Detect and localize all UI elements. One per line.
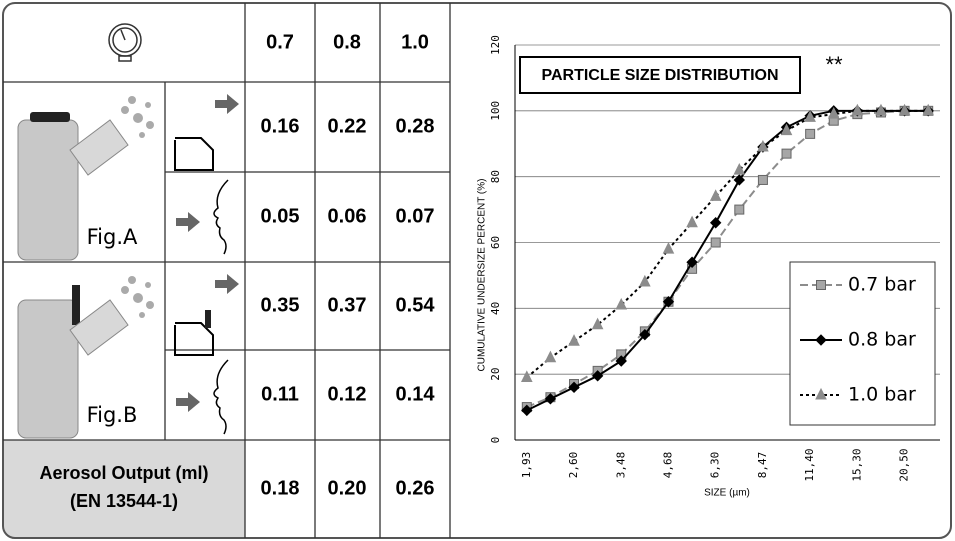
marker [851, 103, 864, 116]
marker [521, 404, 533, 417]
legend-box [789, 261, 936, 426]
x-tick-label: 2,60 [567, 452, 580, 479]
marker [639, 328, 651, 341]
marker [568, 334, 580, 346]
cell-value: 0.35 [261, 294, 300, 316]
marker [709, 217, 722, 229]
marker [757, 139, 769, 152]
x-axis-title: SIZE (µm) [704, 488, 750, 499]
nebulizer-b [17, 274, 239, 439]
cell-value: 0.05 [261, 205, 300, 227]
legend-marker [815, 334, 827, 346]
footer-value: 0.26 [396, 477, 435, 499]
figure-label: Fig.A [87, 225, 138, 249]
marker [591, 317, 604, 330]
marker [544, 350, 557, 363]
cell-value: 0.12 [328, 383, 367, 405]
marker [662, 296, 675, 308]
cell-value: 0.06 [328, 205, 367, 227]
x-tick-label: 20,50 [898, 448, 911, 481]
marker [780, 123, 793, 136]
x-tick-label: 11,40 [803, 448, 816, 481]
cell-value: 0.16 [261, 115, 300, 137]
cell-value: 0.22 [328, 115, 367, 137]
legend-marker [815, 387, 827, 400]
y-tick-label: 120 [489, 35, 502, 55]
marker [733, 174, 746, 186]
y-tick-label: 80 [489, 170, 502, 183]
chart-title: PARTICLE SIZE DISTRIBUTION [541, 67, 778, 84]
marker [875, 103, 887, 116]
series-line [526, 109, 929, 379]
marker [662, 241, 675, 254]
marker [544, 393, 557, 405]
marker [520, 370, 533, 382]
gauge-icon [108, 23, 142, 62]
footer-bg [3, 440, 245, 538]
x-tick-label: 15,30 [850, 448, 863, 481]
marker [710, 237, 721, 248]
marker [757, 174, 768, 185]
legend-marker [816, 280, 826, 290]
title-box [519, 56, 801, 94]
marker [827, 107, 840, 119]
marker [639, 274, 651, 287]
footer-label: (EN 13544-1) [70, 491, 178, 511]
footer-value: 0.20 [328, 477, 367, 499]
nebulizer-a [17, 94, 239, 261]
column-header: 0.7 [266, 31, 294, 53]
cell-value: 0.54 [396, 294, 436, 316]
x-tick-label: 8,47 [756, 452, 769, 479]
y-axis-title: CUMULATIVE UNDERSIZE PERCENT (%) [477, 179, 488, 372]
column-header: 0.8 [333, 31, 361, 53]
x-tick-label: 1,93 [520, 452, 533, 479]
marker [781, 148, 792, 159]
cell-value: 0.14 [396, 383, 436, 405]
marker [922, 103, 935, 116]
marker [686, 215, 698, 228]
y-tick-label: 60 [489, 236, 502, 249]
marker [898, 103, 911, 116]
marker [568, 381, 580, 394]
annotation: ** [825, 52, 843, 77]
marker [734, 204, 745, 215]
y-tick-label: 40 [489, 302, 502, 315]
legend-label: 0.8 bar [848, 329, 916, 351]
column-header: 1.0 [401, 31, 429, 53]
y-tick-label: 20 [489, 368, 502, 381]
marker [804, 110, 816, 122]
figure-label: Fig.B [87, 403, 138, 427]
cell-value: 0.37 [328, 294, 367, 316]
x-tick-label: 3,48 [614, 452, 627, 479]
marker [615, 355, 627, 367]
footer-label: Aerosol Output (ml) [40, 463, 209, 483]
y-tick-label: 100 [489, 101, 502, 121]
x-tick-label: 6,30 [709, 452, 722, 479]
marker [686, 256, 698, 268]
marker [733, 162, 746, 175]
legend-label: 1.0 bar [848, 384, 916, 406]
marker [805, 128, 816, 139]
cell-value: 0.28 [396, 115, 435, 137]
cell-value: 0.11 [261, 383, 299, 405]
y-tick-label: 0 [489, 437, 502, 444]
marker [591, 370, 604, 382]
table-lines [3, 3, 451, 538]
cell-value: 0.07 [396, 205, 435, 227]
x-tick-label: 4,68 [661, 452, 674, 479]
footer-value: 0.18 [261, 477, 300, 499]
marker [709, 189, 722, 201]
legend-label: 0.7 bar [848, 274, 916, 296]
marker [615, 297, 628, 310]
